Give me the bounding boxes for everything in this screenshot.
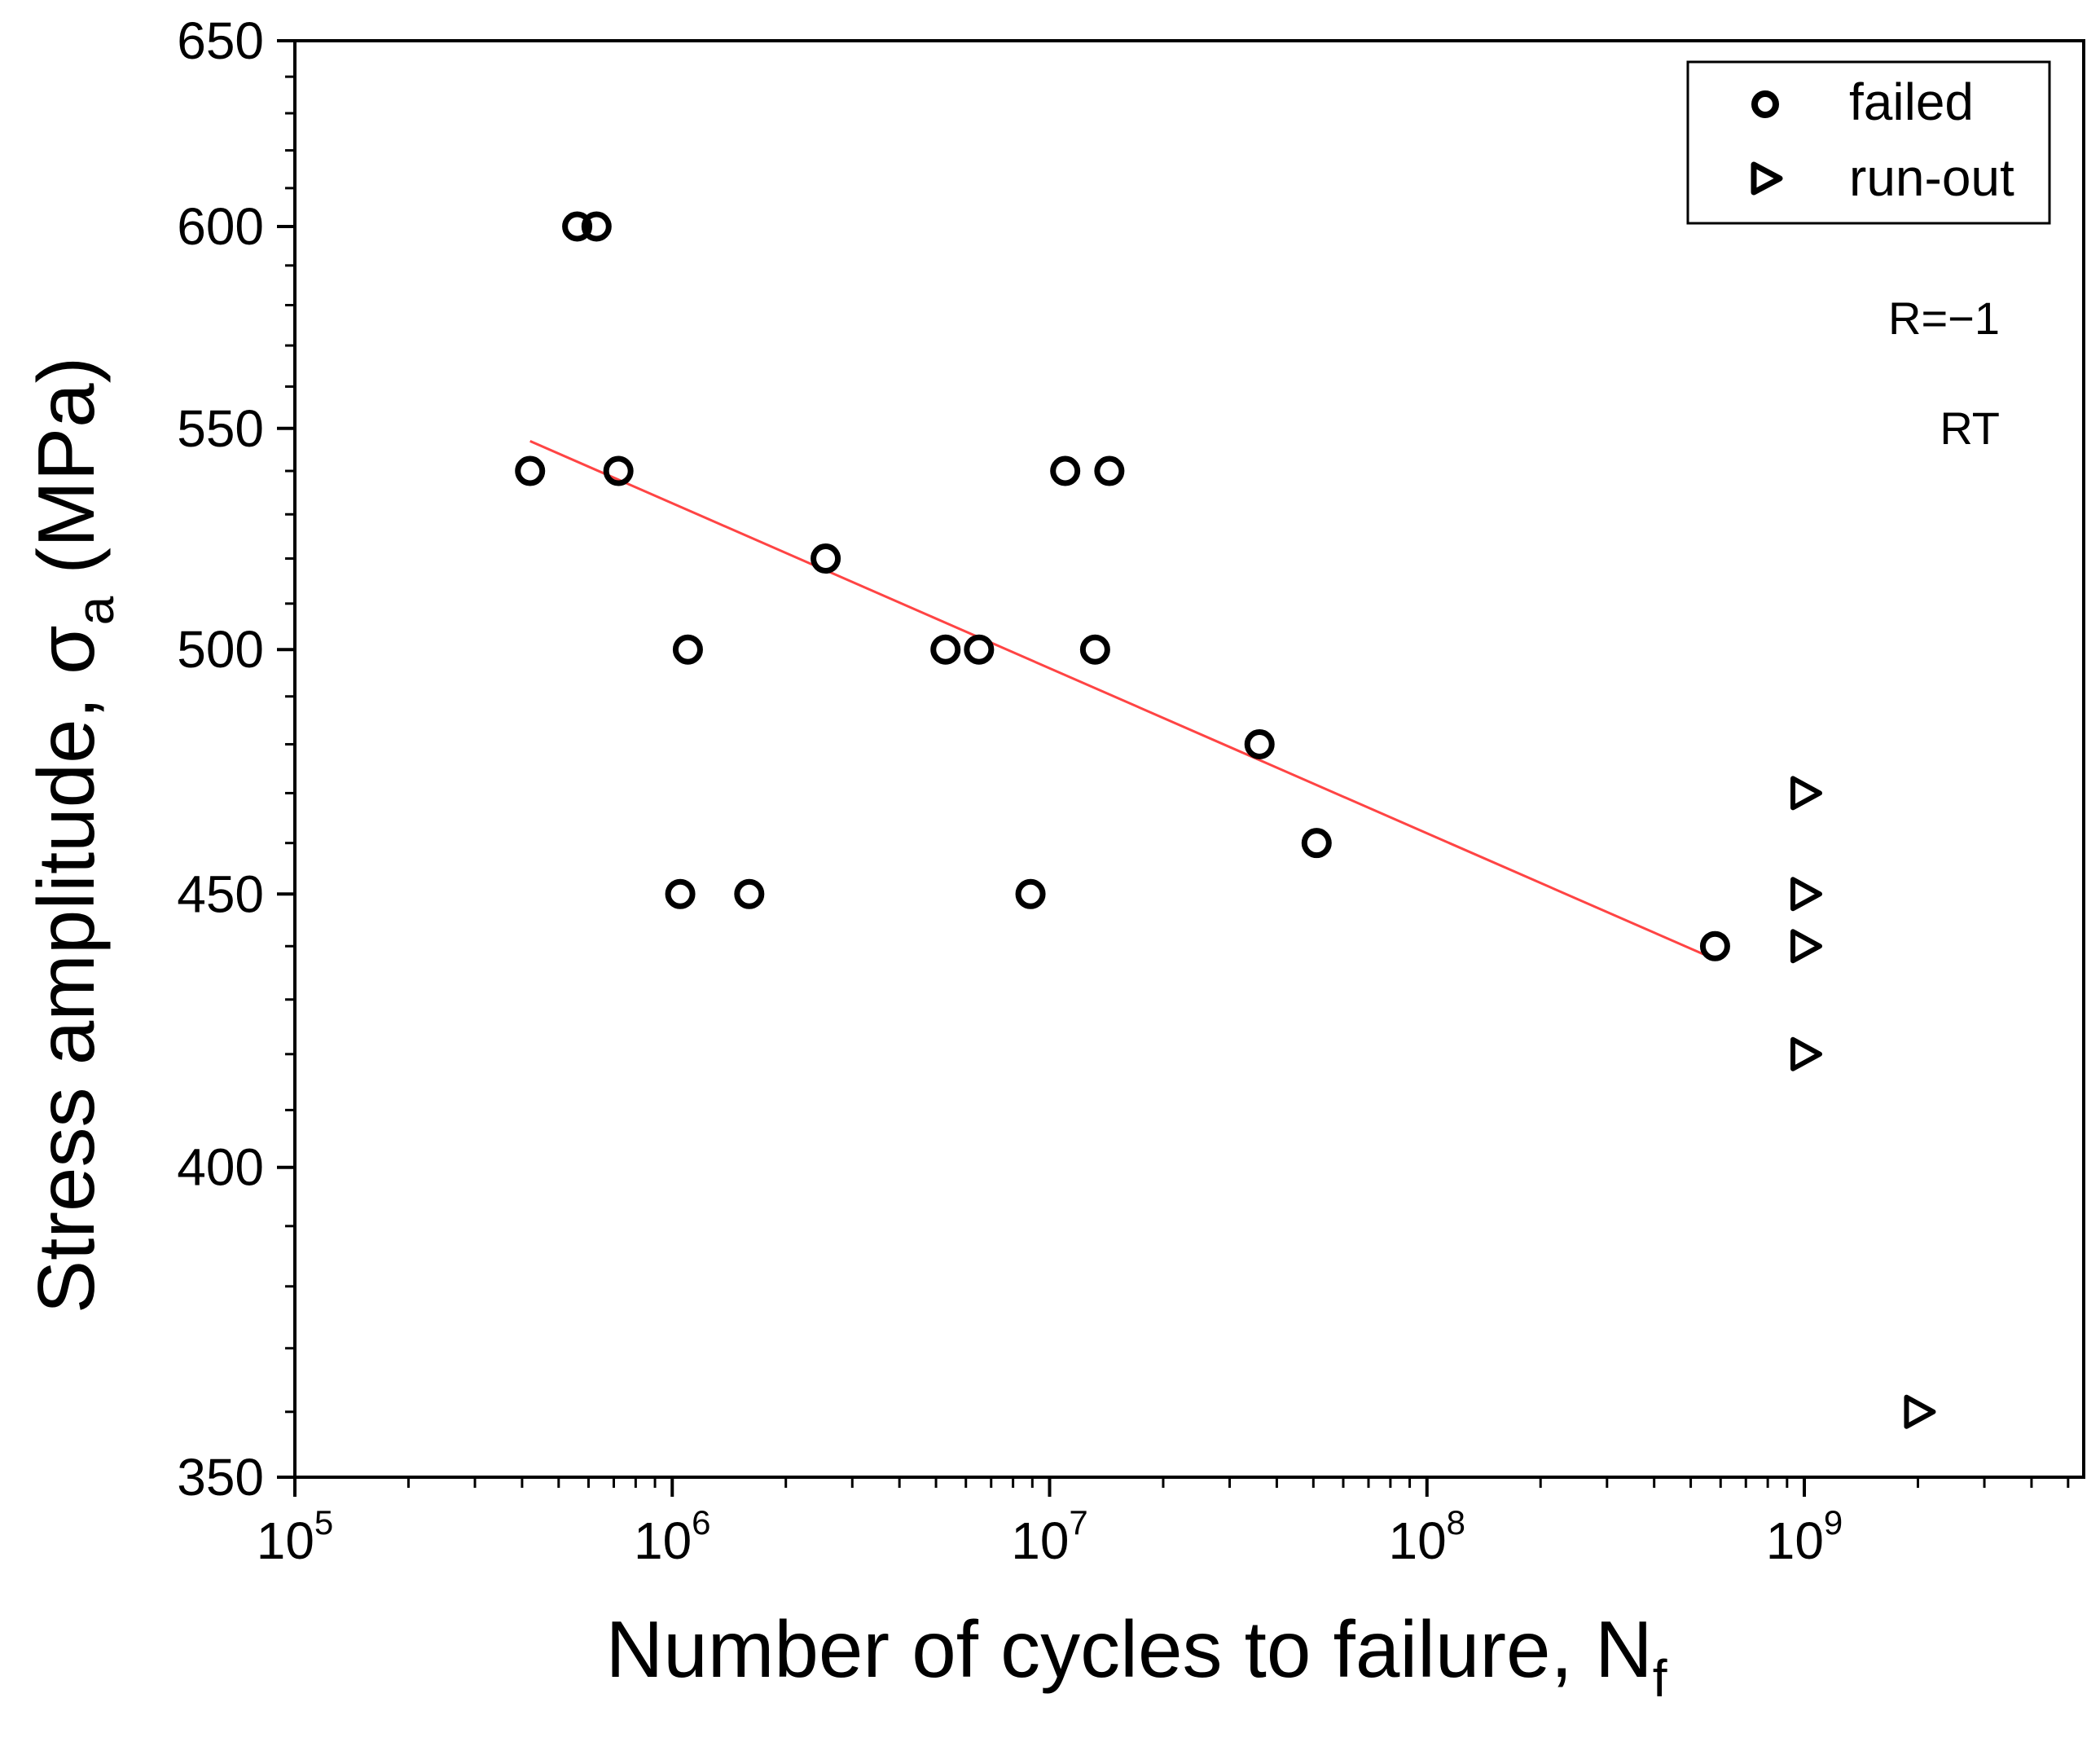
- run-out-point: [1790, 1036, 1823, 1071]
- failed-point: [811, 543, 841, 574]
- y-tick-label: 650: [177, 11, 264, 70]
- annotation-r-ratio: R=−1: [1888, 293, 2000, 344]
- y-axis-label: Stress amplitude, σa (MPa): [21, 357, 125, 1313]
- y-tick-labels: 350 400 450 500 550 600 650: [177, 11, 264, 1507]
- x-tick-base: 10: [1766, 1511, 1824, 1570]
- legend-run-out-marker: [1751, 161, 1783, 196]
- x-tick-exponent: 9: [1824, 1503, 1843, 1542]
- x-tick-label: 108: [1388, 1503, 1465, 1570]
- x-axis-label: Number of cycles to failure, Nf: [605, 1604, 1667, 1708]
- fit-line: [529, 439, 1710, 958]
- y-tick-label: 350: [177, 1448, 264, 1507]
- legend-box: [1686, 60, 2051, 225]
- failed-point: [734, 878, 765, 909]
- run-out-point: [1790, 929, 1823, 964]
- x-tick-label: 106: [634, 1503, 711, 1570]
- failed-point: [665, 878, 696, 909]
- legend-failed-marker: [1751, 90, 1779, 118]
- y-tick-label: 550: [177, 399, 264, 458]
- failed-point: [1094, 455, 1125, 486]
- axis-ticks: [277, 39, 2070, 1497]
- run-out-point: [1790, 776, 1823, 811]
- run-out-point: [1904, 1394, 1936, 1429]
- y-tick-label: 400: [177, 1138, 264, 1197]
- x-tick-base: 10: [634, 1511, 692, 1570]
- x-tick-label: 107: [1011, 1503, 1088, 1570]
- failed-point: [964, 634, 995, 665]
- x-tick-base: 10: [257, 1511, 314, 1570]
- x-tick-base: 10: [1011, 1511, 1069, 1570]
- y-tick-label: 500: [177, 620, 264, 679]
- x-tick-exponent: 5: [314, 1503, 333, 1542]
- legend: failed run-out: [1686, 60, 2051, 225]
- x-tick-base: 10: [1388, 1511, 1446, 1570]
- run-out-point: [1790, 877, 1823, 912]
- plot-frame: [293, 39, 2085, 1479]
- annotation-room-temp: RT: [1940, 403, 2000, 454]
- failed-point: [581, 211, 612, 242]
- failed-point: [1079, 634, 1110, 665]
- failed-point: [672, 634, 703, 665]
- failed-point: [603, 455, 634, 486]
- x-tick-labels: 105 106 107 108 109: [257, 1503, 1843, 1570]
- failed-point: [1244, 728, 1275, 759]
- y-tick-label: 450: [177, 864, 264, 923]
- x-tick-exponent: 6: [692, 1503, 710, 1542]
- y-tick-label: 600: [177, 197, 264, 256]
- fit-line-group: [529, 439, 1710, 958]
- data-points: [515, 211, 1936, 1429]
- failed-point: [515, 455, 546, 486]
- failed-point: [1699, 930, 1730, 961]
- legend-failed-label: failed: [1849, 73, 1974, 131]
- x-tick-label: 105: [257, 1503, 334, 1570]
- failed-point: [1301, 828, 1332, 859]
- legend-run-out-label: run-out: [1849, 148, 2014, 207]
- x-tick-label: 109: [1766, 1503, 1843, 1570]
- failed-point: [1050, 455, 1081, 486]
- failed-point: [1015, 878, 1046, 909]
- x-tick-exponent: 7: [1069, 1503, 1087, 1542]
- x-tick-exponent: 8: [1447, 1503, 1465, 1542]
- failed-point: [930, 634, 961, 665]
- failed-point: [562, 211, 593, 242]
